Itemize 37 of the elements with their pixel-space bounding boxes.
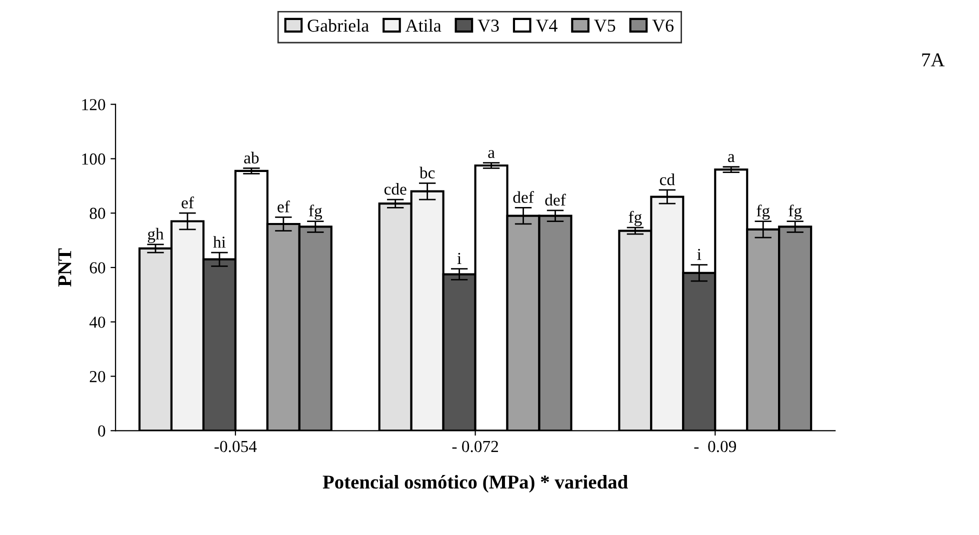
text: 7A: [922, 53, 945, 66]
data-label: a: [488, 150, 495, 158]
legend-label: Atila: [405, 19, 442, 32]
data-label: i: [697, 248, 702, 260]
legend-label: V5: [594, 20, 616, 32]
data-label: fg: [308, 204, 322, 220]
data-label: a: [728, 154, 735, 162]
y-axis-title: PNT: [58, 248, 72, 287]
data-label: gh: [148, 228, 164, 244]
legend-label: Gabriela: [308, 19, 369, 32]
data-label: fg: [788, 204, 802, 220]
data-label: def: [513, 191, 534, 203]
data-label: ef: [182, 196, 194, 208]
y-tick-label: 20: [90, 370, 106, 382]
data-label: ab: [244, 152, 259, 164]
x-axis-title: Potencial osmótico (MPa) * variedad: [322, 474, 628, 493]
data-label: fg: [628, 210, 642, 226]
x-tick-label: -0.054: [214, 440, 257, 452]
data-label: i: [457, 252, 462, 264]
data-label: bc: [419, 166, 435, 178]
y-tick-label: 120: [82, 99, 106, 110]
data-label: hi: [213, 236, 226, 248]
data-label: cde: [384, 183, 406, 195]
y-tick-label: 0: [98, 425, 106, 437]
legend-label: V4: [536, 20, 558, 32]
x-tick-label: - 0.09: [694, 440, 736, 452]
data-label: cd: [660, 174, 675, 186]
x-tick-label: - 0.072: [452, 440, 498, 452]
data-label: fg: [756, 204, 770, 220]
data-label: ef: [278, 200, 290, 212]
legend-label: V3: [478, 20, 499, 32]
y-tick-label: 80: [90, 208, 106, 220]
y-tick-label: 40: [89, 316, 106, 328]
y-tick-label: 100: [82, 153, 106, 165]
y-tick-label: 60: [90, 262, 106, 274]
data-label: def: [545, 194, 566, 206]
legend-label: V6: [652, 20, 674, 32]
